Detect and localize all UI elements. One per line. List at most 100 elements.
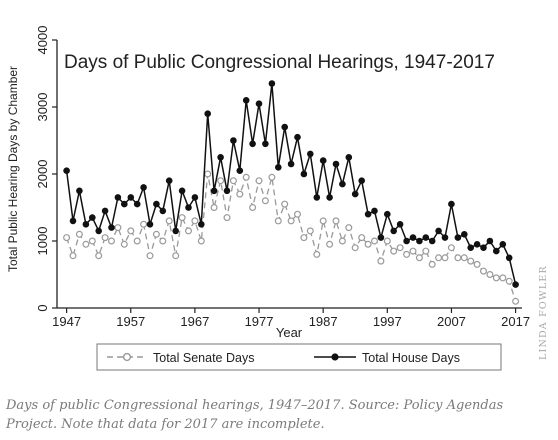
total-house-days-point <box>287 160 295 168</box>
total-senate-days-point <box>140 220 148 228</box>
total-house-days-point <box>409 234 417 241</box>
total-senate-days-point <box>217 177 225 185</box>
total-senate-days-point <box>473 260 481 268</box>
total-house-days-point <box>358 177 366 184</box>
total-house-days-point <box>255 100 263 107</box>
total-senate-days-point <box>255 177 263 185</box>
y-tick-label: 4000 <box>35 26 50 55</box>
total-house-days-point <box>454 234 462 241</box>
total-house-days-point <box>377 234 385 241</box>
total-house-days-point <box>236 167 244 174</box>
total-house-days-point <box>480 244 487 251</box>
x-tick-label: 1967 <box>180 314 209 329</box>
total-house-days-point <box>63 167 70 174</box>
total-senate-days-point <box>236 190 244 198</box>
total-senate-days-point <box>261 197 269 205</box>
total-senate-days-point <box>390 247 398 255</box>
total-senate-days-point <box>492 274 500 282</box>
total-senate-days-point <box>332 217 340 225</box>
total-house-days-point <box>512 281 519 288</box>
total-house-days-point <box>159 207 167 215</box>
legend: Total Senate Days Total House Days <box>96 343 502 371</box>
photo-credit: LINDA FOWLER <box>538 265 549 360</box>
total-house-days-point <box>319 157 327 164</box>
total-senate-days-point <box>229 177 237 185</box>
total-senate-days-point <box>95 252 103 260</box>
total-house-days-point <box>300 170 308 178</box>
total-senate-days-point <box>107 237 115 245</box>
total-house-days-point <box>146 221 154 228</box>
total-house-days-series <box>63 80 519 288</box>
total-house-days-point <box>493 247 500 255</box>
total-senate-days-point <box>345 224 353 232</box>
total-senate-days-point <box>69 252 77 260</box>
total-senate-days-point <box>75 230 83 238</box>
total-house-days-point <box>262 140 269 148</box>
total-house-days-point <box>281 123 289 131</box>
total-house-days-point <box>371 207 378 215</box>
y-tick-label: 1000 <box>35 227 50 256</box>
total-house-days-point <box>396 221 404 228</box>
total-senate-days-point <box>505 277 513 285</box>
total-senate-days-point <box>165 217 173 225</box>
total-senate-days-point <box>114 224 122 232</box>
total-senate-days-point <box>512 297 520 305</box>
total-house-days-point <box>390 227 398 235</box>
figure-caption: Days of public Congressional hearings, 1… <box>6 398 504 432</box>
total-senate-days-point <box>178 214 186 222</box>
total-senate-days-point <box>338 237 346 245</box>
total-house-days-point <box>178 187 186 195</box>
total-house-days-point <box>191 194 199 201</box>
total-house-days-point <box>172 227 179 235</box>
total-house-days-point <box>294 133 301 141</box>
total-house-days-point <box>441 234 449 241</box>
x-tick-label: 1947 <box>52 314 81 329</box>
total-senate-days-point <box>371 237 379 245</box>
axis-ticks: 0 1000 2000 3000 4000 1947 1957 1967 1977 1987 199… <box>35 26 530 329</box>
legend-house-label: Total House Days <box>362 351 460 365</box>
total-house-days-point <box>108 224 115 231</box>
total-house-days-point <box>428 237 436 245</box>
total-senate-days-point <box>422 247 430 255</box>
total-senate-days-point <box>249 204 257 212</box>
total-senate-days-point <box>300 234 308 242</box>
total-house-days-point <box>121 200 128 208</box>
x-tick-label: 1957 <box>116 314 145 329</box>
total-senate-days-point <box>185 227 193 235</box>
plot-frame <box>56 40 522 309</box>
total-senate-days-point <box>435 254 443 262</box>
total-senate-days-point <box>287 217 295 225</box>
x-tick-label: 1997 <box>373 314 402 329</box>
total-senate-days-point <box>319 217 327 225</box>
total-senate-days-point <box>409 247 417 255</box>
total-house-days-point <box>165 177 173 184</box>
total-senate-days-point <box>428 260 436 268</box>
total-house-days-point <box>230 137 237 144</box>
total-senate-days-point <box>127 227 135 235</box>
total-house-days-point <box>140 184 147 191</box>
total-house-days-line <box>65 83 517 285</box>
total-house-days-point <box>384 210 391 218</box>
legend-senate-marker <box>122 352 132 362</box>
total-senate-days-point <box>146 252 154 260</box>
total-senate-days-point <box>294 210 302 218</box>
legend-senate-label: Total Senate Days <box>153 351 254 365</box>
total-house-days-point <box>422 234 430 241</box>
total-house-days-point <box>332 160 340 168</box>
total-senate-days-point <box>172 252 180 260</box>
x-tick-label: 1977 <box>245 314 274 329</box>
total-senate-days-point <box>486 271 494 279</box>
total-senate-days-point <box>197 237 205 245</box>
total-house-days-point <box>127 194 135 201</box>
total-house-days-point <box>153 200 160 208</box>
total-senate-days-point <box>152 230 160 238</box>
total-senate-days-point <box>480 267 488 275</box>
x-axis-label: Year <box>276 325 303 340</box>
total-house-days-point <box>435 227 442 235</box>
total-house-days-point <box>339 180 346 188</box>
total-house-days-point <box>448 200 455 208</box>
total-senate-days-point <box>210 204 218 212</box>
total-senate-days-point <box>120 240 128 248</box>
total-house-days-point <box>133 200 141 208</box>
total-house-days-point <box>364 210 372 218</box>
